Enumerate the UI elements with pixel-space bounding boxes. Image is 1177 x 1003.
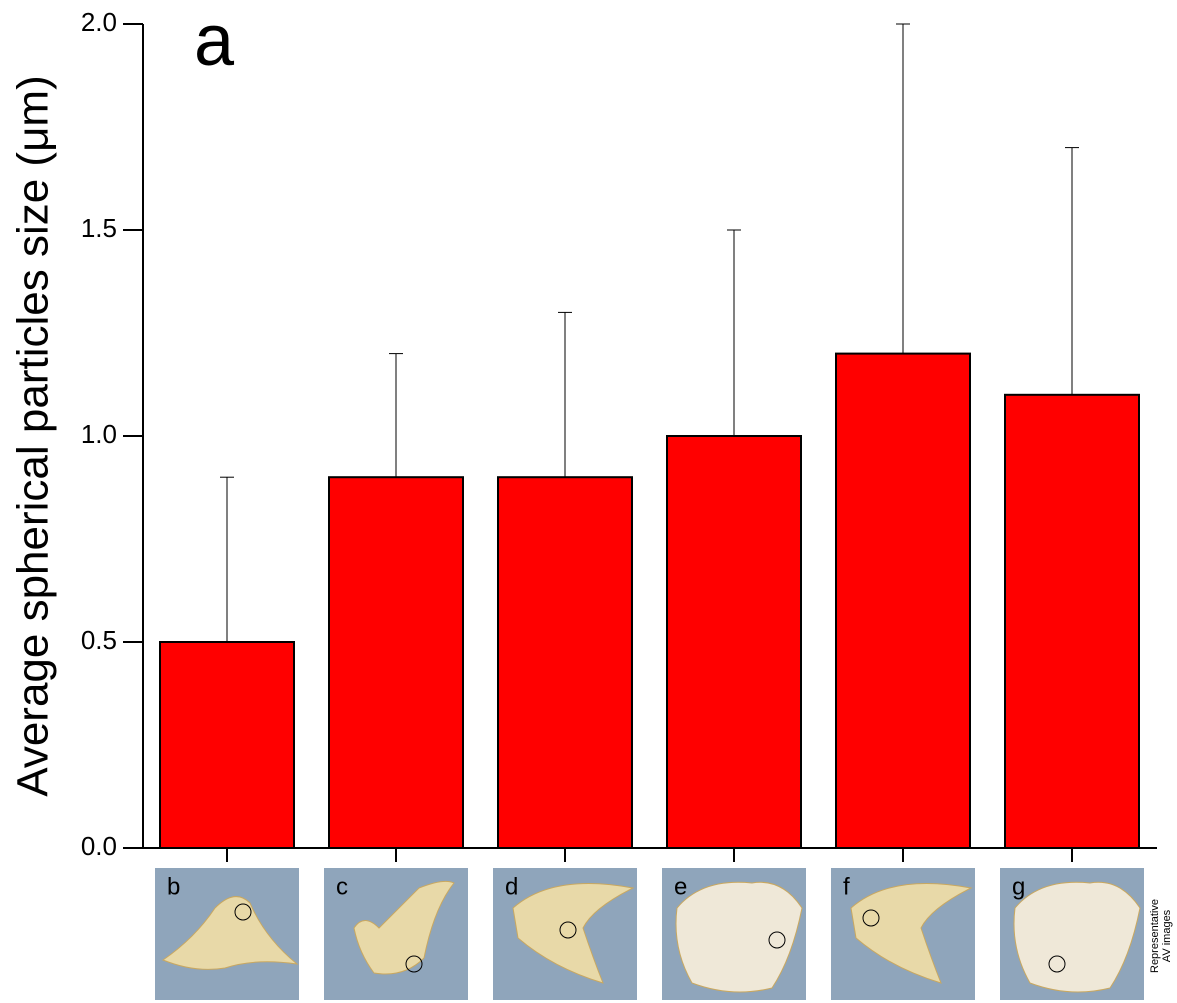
av-image-tissue [512,883,635,984]
bar [159,641,295,849]
side-label: AV images [1161,909,1173,962]
y-tick-label: 0.5 [81,625,117,655]
y-axis-label: Average spherical particles size (μm) [9,75,58,796]
av-image-marker [862,909,880,927]
x-tick-label: f [843,873,850,900]
x-tick-label: e [674,873,687,900]
bar [666,435,802,849]
x-tick-label: g [1012,873,1025,900]
y-tick-label: 1.5 [81,213,117,243]
panel-label: a [194,1,235,81]
bar [497,476,633,849]
av-image-marker [559,921,577,939]
x-tick-label: d [505,873,518,900]
bar [1004,393,1140,849]
av-image-marker [234,903,252,921]
av-image-marker [768,931,786,949]
side-label: Representative [1149,899,1161,973]
av-image-tissue [1013,881,1141,993]
av-image-tissue [161,896,299,970]
av-image-tissue [675,881,803,993]
bar [835,352,971,849]
bar [328,476,464,849]
av-image-marker [1048,955,1066,973]
av-image-marker [405,955,423,973]
av-image-tissue [353,880,455,975]
av-image-tissue [850,883,973,984]
y-tick-label: 2.0 [81,7,117,37]
y-tick-label: 0.0 [81,831,117,861]
x-tick-label: c [336,873,348,900]
y-tick-label: 1.0 [81,419,117,449]
x-tick-label: b [167,873,180,900]
